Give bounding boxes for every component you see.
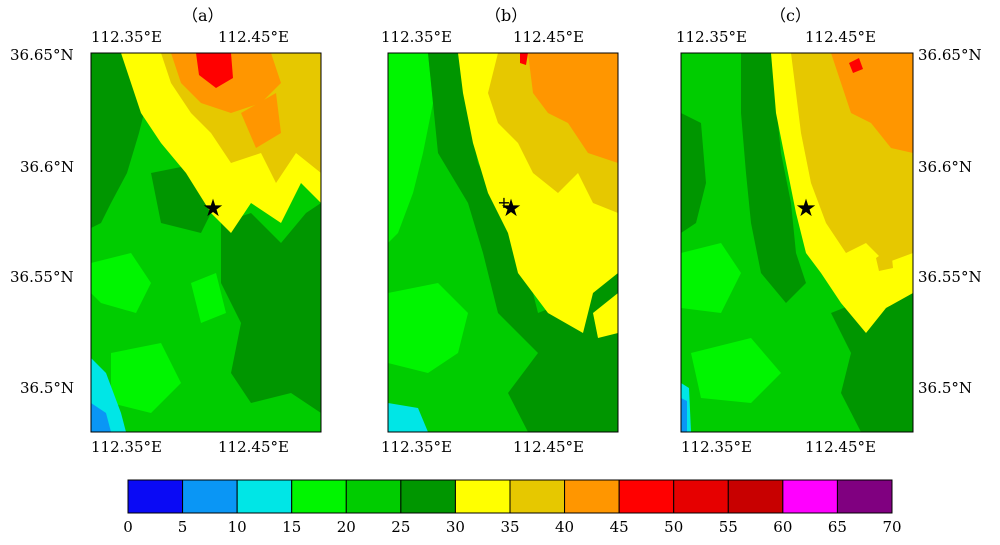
field-25-30	[831, 283, 913, 432]
field-45-50	[196, 53, 233, 88]
colorbar-swatch	[236, 479, 293, 514]
colorbar-tick-label: 60	[773, 518, 793, 536]
field-40-45	[528, 53, 618, 163]
plot-frame	[90, 52, 322, 433]
colorbar-swatch	[182, 479, 238, 514]
field-15-20	[191, 273, 226, 323]
field-35-40	[876, 248, 893, 271]
colorbar-tick-label: 40	[555, 518, 575, 536]
station-marker: ★	[795, 194, 817, 222]
field-30-35	[593, 293, 618, 338]
colorbar-tick-label: 15	[282, 518, 302, 536]
field-15-20	[388, 283, 468, 373]
colorbar-tick-label: 0	[123, 518, 133, 536]
panel-c-map: ★	[680, 52, 914, 433]
panel-a-xtick-bottom-1: 112.35°E	[91, 438, 162, 456]
colorbar-swatch	[836, 479, 893, 514]
colorbar-swatch	[509, 479, 566, 514]
panel-b: （b） 112.35°E 112.45°E 112.35°E 112.45°E …	[295, 0, 619, 460]
panel-b-map: ★ +	[387, 52, 619, 433]
panel-c-caption: （c）	[770, 6, 811, 25]
panel-a-ytick-1: 36.65°N	[10, 46, 74, 64]
colorbar-tick-label: 30	[445, 518, 465, 536]
colorbar-swatch	[127, 479, 184, 514]
panel-a-ytick-3: 36.55°N	[10, 268, 74, 286]
colorbar-swatch	[564, 479, 620, 514]
panel-a: （a） 112.35°E 112.45°E 112.35°E 112.45°E …	[0, 0, 322, 460]
colorbar: 0 5 10 15 20 25 30 35 40 45 50 55 60 65 70	[120, 475, 902, 545]
field-40-45	[241, 93, 281, 148]
colorbar-tick-label: 10	[227, 518, 247, 536]
field-15-20	[91, 253, 151, 313]
colorbar-tick-label: 35	[500, 518, 520, 536]
colorbar-swatch	[673, 479, 729, 514]
panel-a-xtick-top-2: 112.45°E	[218, 28, 289, 46]
field-25-30	[91, 53, 149, 228]
colorbar-tick-label: 25	[391, 518, 411, 536]
colorbar-swatch	[454, 479, 511, 514]
panel-c-xtick-bottom-2: 112.45°E	[805, 438, 876, 456]
colorbar-bar	[127, 479, 893, 514]
panel-c-ytick-2: 36.6°N	[918, 158, 973, 176]
panel-c-ytick-4: 36.5°N	[918, 379, 973, 397]
field-5-10	[681, 398, 687, 432]
field-45-50	[849, 58, 863, 73]
field-15-20	[111, 343, 181, 413]
field-10-15	[388, 403, 428, 432]
panel-a-caption: （a）	[182, 6, 224, 25]
panel-a-map: ★	[90, 52, 322, 433]
panel-c: （c） 112.35°E 112.45°E 112.35°E 112.45°E …	[590, 0, 982, 460]
field-25-30	[681, 113, 706, 233]
panel-a-xtick-top-1: 112.35°E	[91, 28, 162, 46]
panel-b-xtick-bottom-2: 112.45°E	[513, 438, 584, 456]
panel-b-xtick-top-1: 112.35°E	[381, 28, 452, 46]
panel-c-xtick-bottom-1: 112.35°E	[681, 438, 752, 456]
field-15-20	[681, 243, 741, 313]
station-marker: ★	[202, 194, 224, 222]
panel-c-xtick-top-1: 112.35°E	[676, 28, 747, 46]
plus-marker: +	[497, 193, 510, 212]
panel-c-ytick-1: 36.65°N	[918, 46, 982, 64]
panel-a-xtick-bottom-2: 112.45°E	[218, 438, 289, 456]
panel-a-ytick-4: 36.5°N	[20, 379, 75, 397]
station-marker: ★	[500, 194, 522, 222]
plot-frame	[680, 52, 914, 433]
field-40-45	[831, 53, 913, 153]
colorbar-swatch	[345, 479, 402, 514]
colorbar-swatch	[618, 479, 675, 514]
panel-b-xtick-top-2: 112.45°E	[513, 28, 584, 46]
colorbar-tick-label: 50	[664, 518, 684, 536]
field-15-20	[388, 53, 433, 243]
field-15-20	[691, 338, 781, 403]
colorbar-swatch	[291, 479, 347, 514]
colorbar-swatch	[400, 479, 456, 514]
panel-c-ytick-3: 36.55°N	[918, 268, 982, 286]
colorbar-tick-label: 55	[718, 518, 738, 536]
field-25-30	[221, 203, 321, 413]
panel-a-ytick-2: 36.6°N	[20, 158, 75, 176]
field-5-10	[91, 403, 111, 432]
colorbar-tick-label: 20	[336, 518, 356, 536]
field-25-30	[428, 53, 618, 432]
panel-b-xtick-bottom-1: 112.35°E	[381, 438, 452, 456]
colorbar-tick-label: 45	[609, 518, 629, 536]
colorbar-tick-label: 5	[177, 518, 188, 536]
colorbar-swatch	[727, 479, 784, 514]
plot-frame	[387, 52, 619, 433]
colorbar-swatch	[782, 479, 838, 514]
colorbar-tick-label: 70	[882, 518, 902, 536]
field-25-30	[741, 53, 806, 303]
panel-b-caption: （b）	[485, 6, 528, 25]
panel-c-xtick-top-2: 112.45°E	[805, 28, 876, 46]
field-45-50	[520, 53, 528, 65]
colorbar-tick-label: 65	[827, 518, 847, 536]
